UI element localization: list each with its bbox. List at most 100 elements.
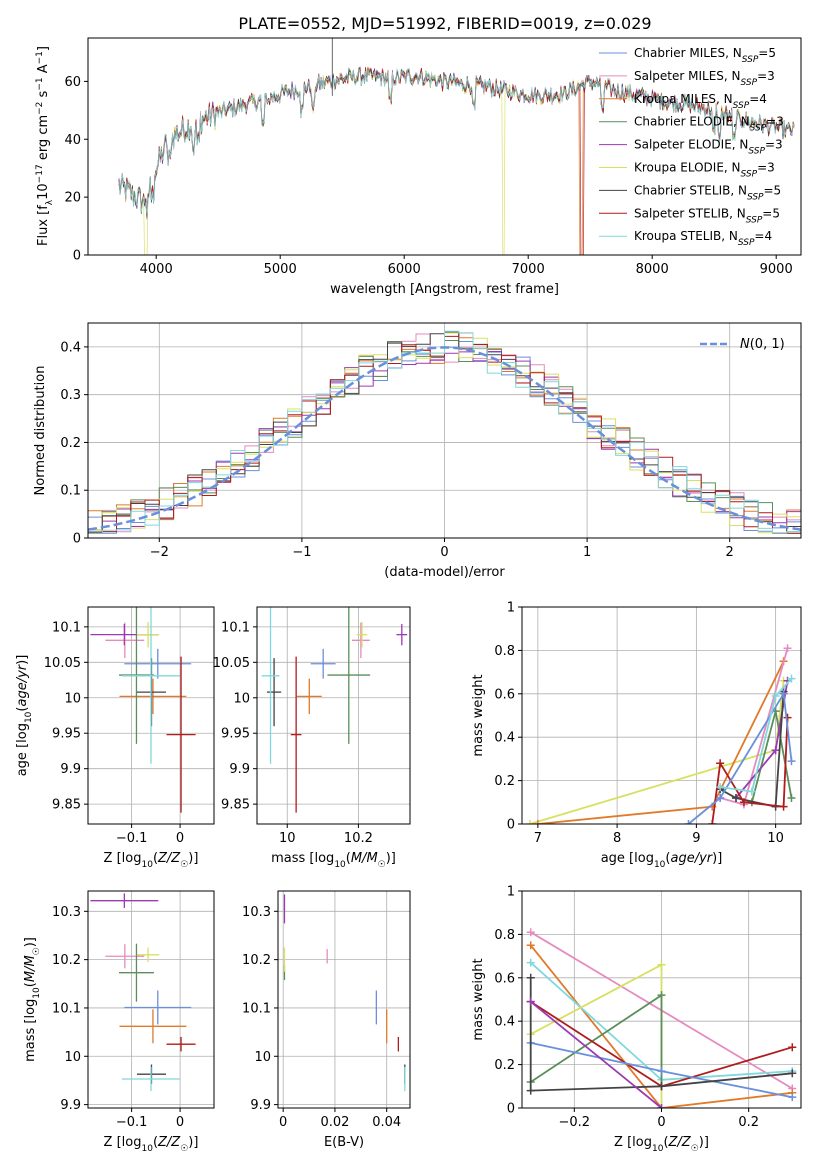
x-tick-label: 8000	[636, 262, 669, 277]
y-tick-label: 9.95	[221, 727, 250, 742]
label-part: N	[740, 337, 750, 352]
plot-area	[90, 607, 196, 813]
label-part: Normed distribution	[33, 366, 48, 496]
y-tick-label: 0.4	[494, 731, 515, 746]
x-tick-label: 6000	[388, 262, 421, 277]
label-part: −1	[35, 51, 45, 64]
y-tick-label: 10.1	[242, 1001, 271, 1016]
errorbar-kroupa-stelib	[261, 607, 280, 764]
label-part: age/yr	[670, 851, 713, 866]
spectrum-line-kroupa-stelib	[118, 67, 795, 214]
label-part: −17	[35, 164, 45, 183]
x-tick-label: 10	[279, 831, 296, 846]
errorbar-kroupa-elodie	[356, 621, 368, 648]
label-part: ☉	[32, 947, 42, 955]
label-part: =3	[757, 161, 775, 175]
x-tick-label: 0	[176, 831, 184, 846]
errorbar-salpeter-stelib	[166, 656, 196, 813]
y-tick-label: 0.2	[494, 774, 515, 789]
legend-label: N(0, 1)	[740, 337, 785, 352]
x-tick-label: −0.1	[116, 1115, 148, 1130]
axes-frame	[277, 890, 411, 1109]
label-part: ☉	[378, 860, 386, 870]
label-part: (	[23, 982, 38, 987]
figure-title: PLATE=0552, MJD=51992, FIBERID=0019, z=0…	[238, 14, 651, 33]
x-axis-label: age [log10(age/yr)]	[601, 851, 723, 870]
x-tick-label: −0.1	[116, 831, 148, 846]
label-part: 10	[652, 1144, 664, 1154]
label-part: Z [log	[614, 1135, 652, 1150]
x-axis-label: wavelength [Angstrom, rest frame]	[330, 282, 559, 297]
weight-marker	[657, 1104, 666, 1108]
plot-area	[118, 38, 795, 255]
label-part: s	[36, 90, 51, 101]
y-tick-label: 0.3	[60, 388, 81, 403]
histogram-salpeter-elodie	[88, 351, 801, 534]
errorbar-salpeter-stelib	[166, 1036, 196, 1052]
weight-marker	[525, 820, 534, 824]
label-part: Flux [f	[36, 205, 51, 246]
label-part: wavelength [Angstrom, rest frame]	[330, 282, 559, 297]
label-part: =3	[765, 138, 783, 152]
y-tick-label: 60	[64, 75, 81, 90]
label-part: =5	[764, 183, 782, 197]
label-part: M/M	[23, 955, 38, 982]
weight-marker	[771, 691, 780, 700]
weight-marker	[716, 759, 725, 768]
weight-marker	[779, 689, 788, 698]
y-tick-label: 10.1	[52, 620, 81, 635]
errorbar-salpeter-elodie	[396, 624, 408, 646]
label-part: SSP	[747, 192, 764, 202]
errorbar-kroupa-stelib	[121, 607, 181, 764]
weight-marker	[788, 1093, 797, 1102]
y-tick-label: 0.6	[494, 687, 515, 702]
x-tick-label: 0	[279, 1115, 287, 1130]
label-part: 10	[334, 860, 346, 870]
y-tick-label: 10.05	[44, 656, 81, 671]
y-tick-label: 0.4	[60, 340, 81, 355]
label-part: M/M	[351, 851, 378, 866]
legend-label: Kroupa STELIB, NSSP=4	[634, 229, 772, 248]
legend-label: Chabrier STELIB, NSSP=5	[634, 183, 781, 202]
y-tick-label: 9.9	[60, 1098, 81, 1113]
weight-marker	[747, 787, 756, 796]
label-part: 10	[141, 1144, 153, 1154]
y-tick-label: 9.85	[52, 798, 81, 813]
weight-marker	[684, 820, 693, 824]
x-axis-label: Z [log10(Z/Z☉)]	[614, 1135, 709, 1154]
x-axis-label: E(B-V)	[324, 1135, 364, 1150]
y-tick-label: 9.95	[52, 727, 81, 742]
panel-weight-vs-z: −0.2 0 0.2 0 0.2 0.4 0.6 0.8 1 Z [log10(Z/Z☉)] mas…	[471, 885, 802, 1154]
label-part: SSP	[738, 238, 755, 248]
label-part: 10	[654, 860, 666, 870]
x-tick-label: −1	[292, 545, 311, 560]
label-part: (0, 1)	[750, 337, 785, 352]
label-part: SSP	[748, 147, 765, 157]
plot-area	[90, 893, 196, 1092]
label-part: =4	[749, 92, 767, 106]
label-part: 10	[141, 860, 153, 870]
y-tick-label: 20	[64, 191, 81, 206]
y-tick-label: 0	[507, 1102, 515, 1117]
weight-line-kroupa-miles	[529, 944, 793, 1108]
label-part: SSP	[741, 170, 758, 180]
axes-frame	[87, 890, 215, 1109]
label-part: (	[153, 1135, 158, 1150]
y-tick-label: 10	[64, 691, 81, 706]
errorbar-salpeter-elodie	[90, 893, 159, 908]
weight-marker	[657, 991, 666, 1000]
errorbar-kroupa-elodie	[136, 621, 160, 648]
label-part: Salpeter ELODIE, N	[634, 138, 748, 152]
y-axis-label: age [log10(age/yr)]	[15, 655, 34, 777]
y-tick-label: 0.8	[494, 644, 515, 659]
y-axis-label: Flux [fλ10−17 erg cm−2 s−1 A−1]	[35, 46, 55, 246]
label-part: (data-model)/error	[384, 565, 505, 580]
label-part: Salpeter MILES, N	[634, 69, 741, 83]
y-tick-label: 9.85	[221, 798, 250, 813]
label-part: Chabrier STELIB, N	[634, 183, 747, 197]
